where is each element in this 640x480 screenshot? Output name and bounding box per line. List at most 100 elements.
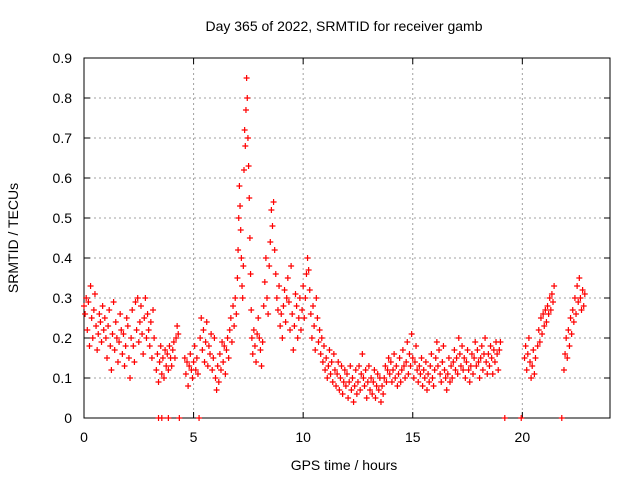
data-point [395, 371, 402, 377]
data-point [248, 335, 255, 341]
data-point [290, 347, 297, 353]
data-point [370, 379, 377, 385]
data-point [536, 339, 543, 345]
data-point [360, 375, 367, 381]
data-point [380, 391, 387, 397]
x-tick-label: 15 [405, 429, 421, 445]
data-point [117, 311, 124, 317]
data-point [270, 199, 277, 205]
data-point [310, 303, 317, 309]
data-point [210, 355, 217, 361]
data-point [82, 311, 89, 317]
data-point [312, 347, 319, 353]
data-point [192, 367, 199, 373]
data-point [575, 299, 582, 305]
data-point [447, 379, 454, 385]
data-point [220, 359, 227, 365]
data-point [313, 295, 320, 301]
data-point [540, 311, 547, 317]
grid-lines [84, 58, 610, 418]
data-point [442, 375, 449, 381]
data-point [353, 391, 360, 397]
data-point [416, 363, 423, 369]
data-point [85, 299, 92, 305]
data-point [284, 275, 291, 281]
data-point [230, 303, 237, 309]
data-point [319, 359, 326, 365]
data-point [399, 347, 406, 353]
data-point [467, 363, 474, 369]
data-point [342, 383, 349, 389]
data-point [472, 339, 479, 345]
data-point [351, 383, 358, 389]
data-point [328, 359, 335, 365]
data-point [445, 355, 452, 361]
data-point [146, 343, 153, 349]
data-point [108, 367, 115, 373]
data-point [550, 299, 557, 305]
data-point [413, 343, 420, 349]
data-point [239, 295, 246, 301]
data-point [291, 323, 298, 329]
data-point [118, 327, 125, 333]
data-point [94, 347, 101, 353]
data-point [316, 327, 323, 333]
data-point [143, 335, 150, 341]
data-point [112, 319, 119, 325]
data-point [276, 283, 283, 289]
data-point [93, 323, 100, 329]
data-point [487, 343, 494, 349]
data-point [259, 339, 266, 345]
data-point [338, 363, 345, 369]
data-point [363, 395, 370, 401]
data-point [372, 395, 379, 401]
data-point [288, 263, 295, 269]
data-point [418, 355, 425, 361]
data-point [405, 371, 412, 377]
data-point [124, 323, 131, 329]
data-point [297, 327, 304, 333]
data-point [197, 335, 204, 341]
data-point [345, 395, 352, 401]
data-point [441, 367, 448, 373]
data-point [249, 351, 256, 357]
data-point [558, 415, 565, 421]
data-point [411, 359, 418, 365]
data-point [428, 351, 435, 357]
data-point [330, 351, 337, 357]
data-point [452, 367, 459, 373]
data-point [346, 379, 353, 385]
data-point [247, 271, 254, 277]
data-point [341, 367, 348, 373]
data-point [393, 363, 400, 369]
data-point [128, 335, 135, 341]
data-point [473, 363, 480, 369]
data-point [266, 263, 273, 269]
data-point [419, 383, 426, 389]
data-point [491, 359, 498, 365]
x-axis-label: GPS time / hours [291, 457, 398, 473]
data-point [184, 359, 191, 365]
data-point [455, 335, 462, 341]
data-point [344, 371, 350, 377]
data-point [202, 339, 209, 345]
data-point [379, 383, 386, 389]
data-point [265, 311, 272, 317]
data-point [141, 315, 148, 321]
data-point [273, 295, 280, 301]
data-point [205, 343, 212, 349]
y-tick-label: 0.4 [53, 250, 73, 266]
data-point [358, 371, 365, 377]
data-point [521, 355, 528, 361]
data-point [563, 335, 570, 341]
data-point [433, 339, 440, 345]
data-point [438, 379, 445, 385]
data-point [130, 343, 137, 349]
data-point [200, 327, 207, 333]
data-point [333, 383, 340, 389]
data-point [456, 351, 463, 357]
data-point [174, 323, 181, 329]
data-point [539, 331, 546, 337]
data-point [409, 355, 416, 361]
data-point [440, 343, 447, 349]
